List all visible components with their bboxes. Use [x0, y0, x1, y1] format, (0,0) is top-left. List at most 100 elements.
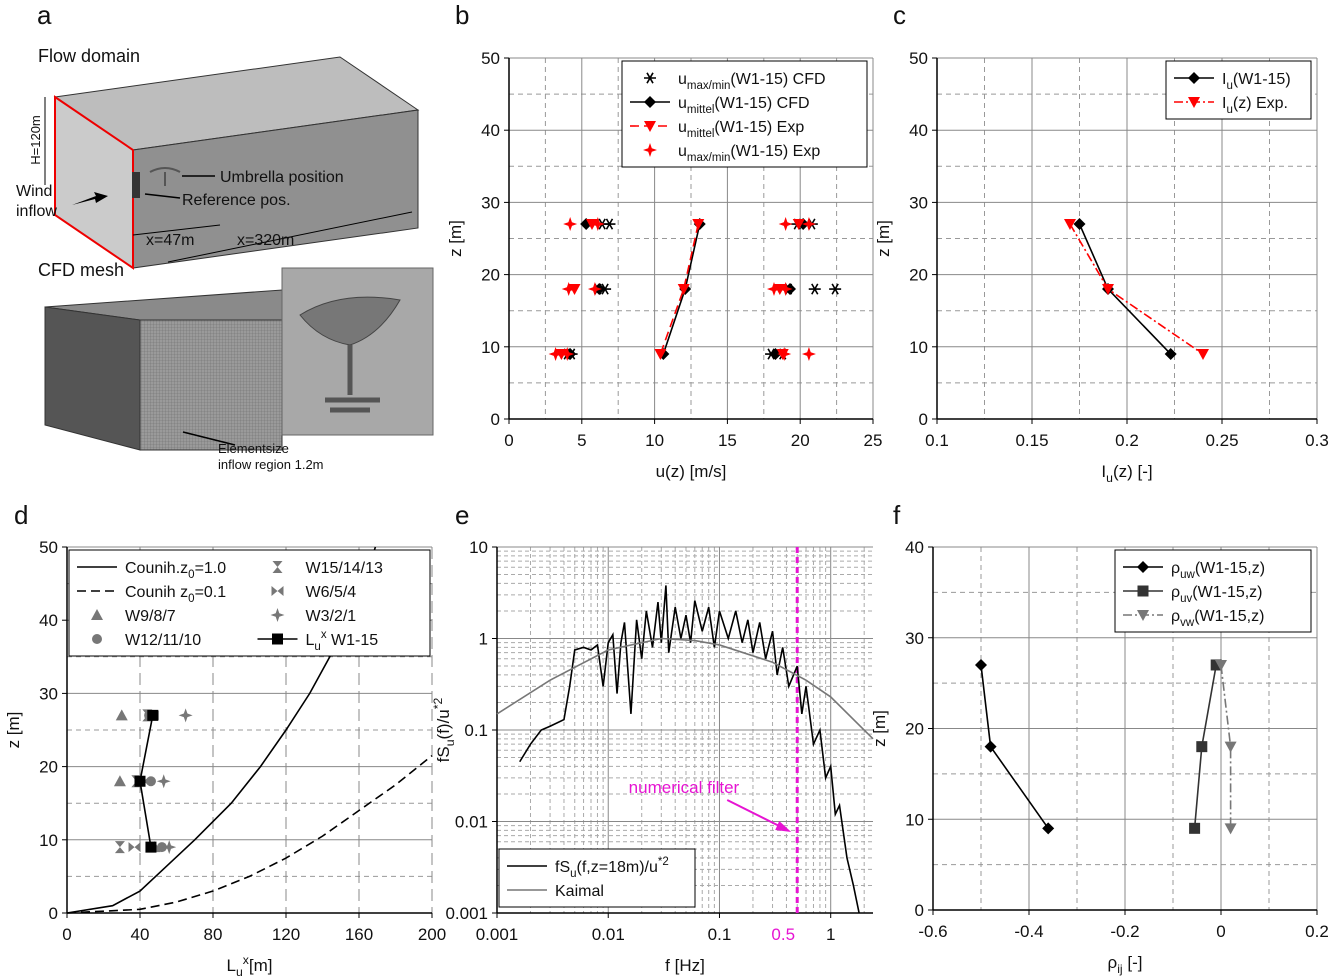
text-part: max/min — [687, 80, 731, 92]
marker — [555, 349, 568, 361]
text-part: u — [1106, 471, 1113, 485]
x-tick-label: 1 — [826, 925, 835, 944]
dim-label: x=320m — [237, 232, 294, 249]
legend-label: Kaimal — [555, 883, 604, 900]
x-tick-label: 40 — [131, 925, 150, 944]
x-tick-label: 120 — [272, 925, 300, 944]
series-line — [1078, 223, 1172, 355]
series-line — [496, 637, 874, 740]
x-tick-label: 160 — [345, 925, 373, 944]
x-tick-label: 0.3 — [1305, 431, 1329, 450]
x-tick-label: -0.4 — [1014, 922, 1043, 941]
marker — [1189, 822, 1201, 834]
text-part: (f)/u — [434, 709, 453, 739]
legend-marker — [1188, 97, 1200, 108]
legend-box — [68, 549, 431, 657]
text-part: u — [678, 119, 687, 136]
legend-label: W6/5/4 — [306, 584, 357, 601]
title: Flow domain — [38, 46, 140, 66]
dim-line — [167, 211, 413, 263]
umbrella-mesh — [299, 296, 401, 346]
marker — [568, 284, 581, 296]
marker — [801, 217, 816, 232]
height-label: H=120m — [28, 115, 43, 165]
y-tick-label: 40 — [481, 121, 500, 140]
y-axis-label: z [m] — [4, 712, 23, 749]
marker — [1215, 659, 1227, 671]
legend-label: umittel(W1-15) CFD — [678, 95, 810, 116]
text-part: Counih z — [125, 584, 188, 601]
legend-label: umax/min(W1-15) CFD — [678, 71, 826, 92]
x-tick-label: 0.001 — [476, 925, 519, 944]
text-part: (W1-15) CFD — [730, 71, 825, 88]
text-part: Counih.z — [125, 560, 188, 577]
text-part: I — [1222, 95, 1226, 112]
y-tick-label: 30 — [905, 629, 924, 648]
legend-label: ρuw(W1-15,z) — [1171, 560, 1265, 581]
marker — [773, 284, 786, 296]
text-part: uw — [1180, 569, 1195, 581]
panel-letter: a — [37, 0, 52, 30]
panel-letter: b — [455, 0, 469, 30]
x-tick-label: 200 — [418, 925, 446, 944]
x-tick-label: 0.25 — [1205, 431, 1238, 450]
text-part: 0 — [188, 593, 194, 605]
dim-label: x=47m — [146, 232, 194, 249]
y-tick-label: 50 — [39, 538, 58, 557]
panel-a: H=120m a Flow domain Umbrella position R… — [16, 0, 434, 472]
marker — [162, 840, 177, 855]
text-part: u — [678, 143, 687, 160]
y-tick-label: 0.001 — [445, 904, 488, 923]
y-tick-label: 30 — [39, 684, 58, 703]
text-part: L — [226, 956, 235, 975]
y-tick-label: 0 — [915, 901, 924, 920]
y-tick-label: 0.1 — [464, 721, 488, 740]
text-part: u — [443, 739, 457, 746]
text-part: [-] — [1123, 953, 1143, 972]
panel-letter: d — [14, 500, 28, 530]
y-tick-label: 10 — [909, 338, 928, 357]
annotation: numerical filter — [629, 778, 740, 797]
y-tick-label: 0 — [491, 410, 500, 429]
text-part: =1.0 — [195, 560, 227, 577]
text-part: fS — [555, 859, 570, 876]
marker — [134, 775, 146, 787]
x-tick-label: 25 — [864, 431, 883, 450]
text-part: mittel — [687, 128, 715, 140]
title: CFD mesh — [38, 260, 124, 280]
legend-marker — [272, 633, 283, 645]
x-axis-label: f [Hz] — [665, 956, 705, 975]
marker — [1164, 348, 1177, 361]
x-tick-label: 10 — [645, 431, 664, 450]
marker — [1102, 284, 1114, 296]
text-part: (W1-15) Exp — [730, 143, 820, 160]
x-tick-label: 0.15 — [1015, 431, 1048, 450]
marker — [147, 709, 159, 721]
legend-marker — [272, 561, 283, 573]
text-part: (W1-15,z) — [1195, 560, 1265, 577]
y-tick-label: 20 — [39, 758, 58, 777]
legend-marker — [644, 72, 656, 84]
x-tick-label: 0 — [62, 925, 71, 944]
marker — [603, 218, 616, 230]
annotation: Reference pos. — [182, 192, 291, 209]
y-tick-label: 1 — [479, 630, 488, 649]
text-part: (z) Exp. — [1233, 95, 1288, 112]
y-tick-label: 30 — [909, 193, 928, 212]
y-tick-label: 40 — [905, 538, 924, 557]
x-axis-label: Lux[m] — [226, 953, 272, 979]
text-part: [m] — [249, 956, 273, 975]
text-part: (f,z=18m)/u — [577, 859, 658, 876]
text-part: (W1-15) Exp — [714, 119, 804, 136]
panel-letter: e — [455, 500, 469, 530]
legend-marker — [271, 586, 284, 596]
x-tick-label: 20 — [791, 431, 810, 450]
legend-marker — [644, 121, 656, 132]
text-part: ρ — [1171, 560, 1180, 577]
x-tick-label: 0 — [504, 431, 513, 450]
wind-arrow — [72, 192, 108, 205]
text-part: 0 — [188, 569, 194, 581]
